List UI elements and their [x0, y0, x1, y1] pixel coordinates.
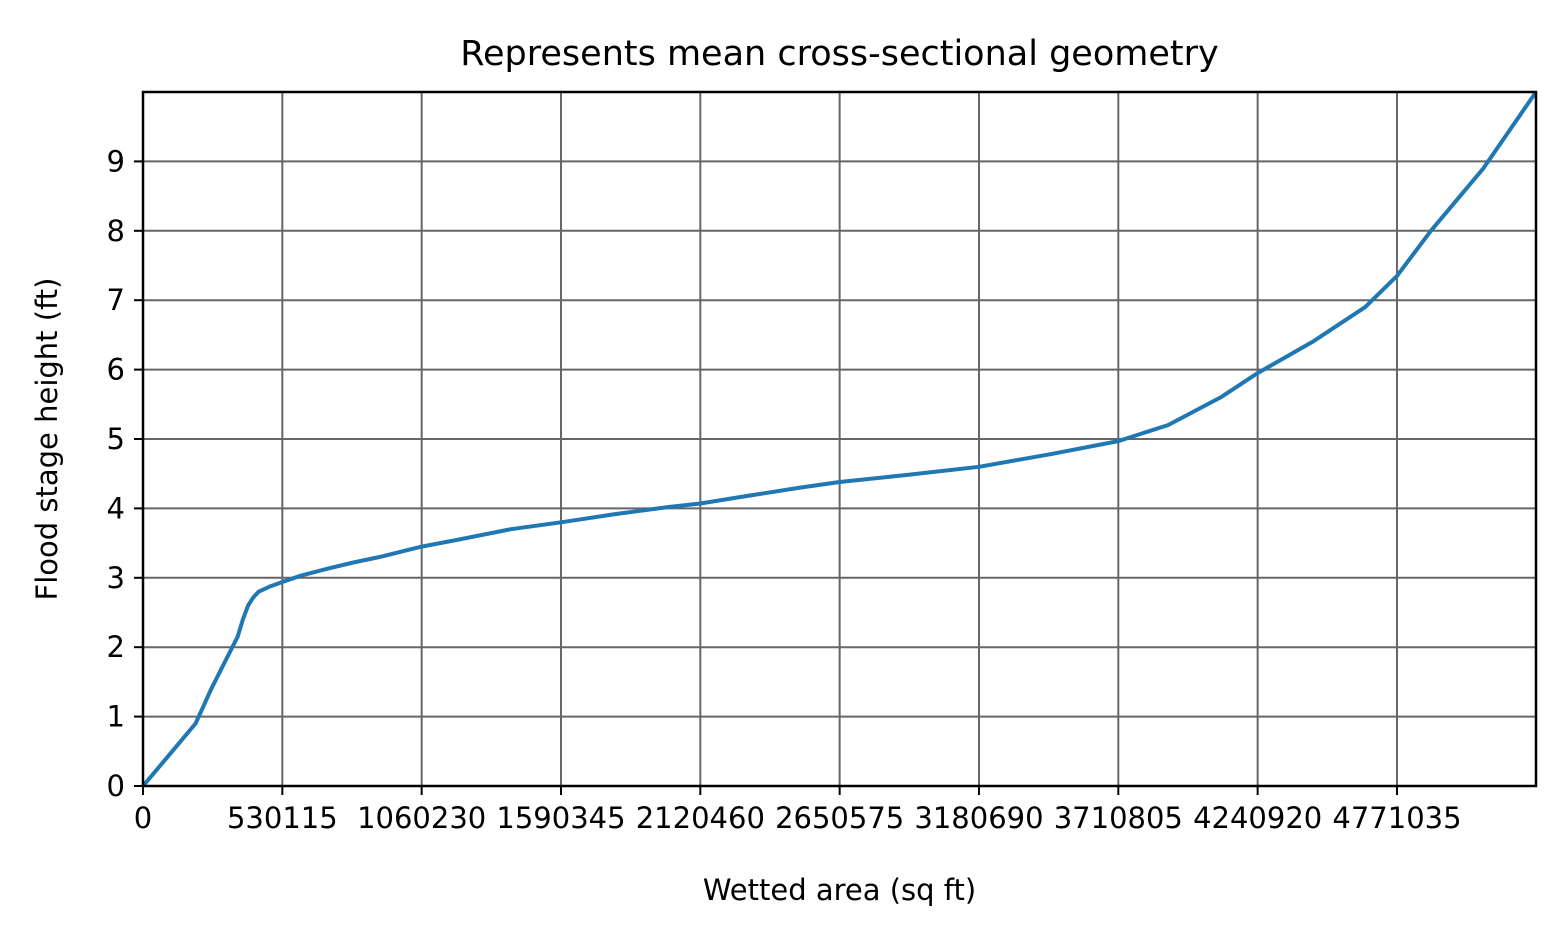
series-layer — [141, 90, 1538, 788]
y-tick-label: 0 — [107, 769, 125, 803]
x-tick-label: 3180690 — [914, 801, 1043, 835]
x-tick-label: 2650575 — [775, 801, 904, 835]
y-tick-label: 9 — [107, 144, 125, 178]
y-tick-label: 3 — [107, 561, 125, 595]
y-tick-label: 1 — [107, 700, 125, 734]
y-tick-label: 8 — [107, 214, 125, 248]
chart-title: Represents mean cross-sectional geometry — [460, 34, 1218, 74]
tick-layer: 0 530115 1060230 1590345 2120460 2650575 31806… — [107, 144, 1462, 835]
y-tick-label: 5 — [107, 422, 125, 456]
y-tick-label: 4 — [107, 491, 125, 525]
x-tick-label: 1590345 — [496, 801, 625, 835]
y-tick-label: 6 — [107, 353, 125, 387]
x-tick-label: 4240920 — [1193, 801, 1322, 835]
x-tick-label: 530115 — [227, 801, 338, 835]
x-tick-label: 4771035 — [1332, 801, 1461, 835]
y-tick-label: 2 — [107, 630, 125, 664]
x-tick-label: 2120460 — [636, 801, 765, 835]
x-tick-label: 1060230 — [357, 801, 486, 835]
y-axis-title: Flood stage height (ft) — [30, 278, 64, 601]
y-tick-label: 7 — [107, 283, 125, 317]
x-tick-label: 0 — [134, 801, 152, 835]
x-axis-title: Wetted area (sq ft) — [703, 873, 976, 907]
series-line — [141, 90, 1538, 788]
x-tick-label: 3710805 — [1054, 801, 1183, 835]
